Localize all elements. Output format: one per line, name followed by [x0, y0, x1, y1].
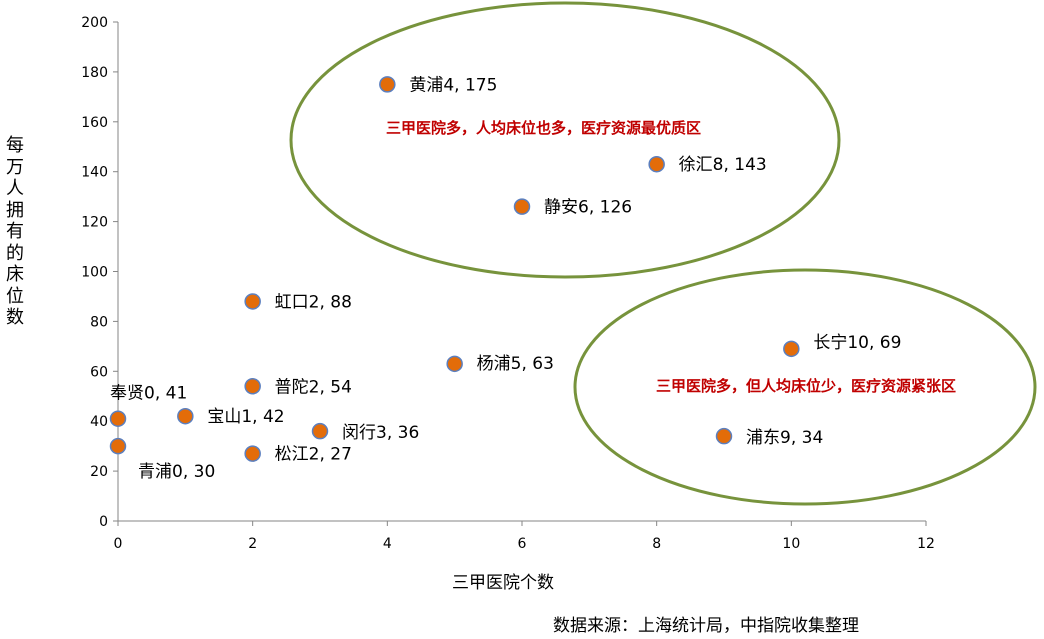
y-tick-label: 40 [90, 414, 108, 430]
y-axis-label: 每万人拥有的床位数 [6, 135, 24, 328]
data-point [244, 378, 261, 395]
data-point-label: 静安6, 126 [544, 198, 632, 218]
data-point-label: 奉贤0, 41 [110, 384, 187, 404]
data-point [513, 198, 531, 215]
zone-ellipse-optimal [289, 1, 841, 279]
data-point [648, 155, 665, 173]
y-tick-label: 80 [90, 314, 108, 330]
x-axis-label: 三甲医院个数 [452, 573, 554, 593]
data-point [446, 355, 463, 373]
x-tick-label: 6 [518, 536, 527, 552]
axes-layer: 0 20 40 60 80 100 120 140 160 180 200 0 2 4 6 8 10 12 [81, 15, 935, 552]
data-point [244, 293, 261, 310]
data-point [715, 427, 733, 445]
x-tick-label: 10 [782, 536, 800, 552]
data-point [244, 445, 261, 462]
y-tick-label: 200 [81, 15, 108, 31]
data-point-label: 徐汇8, 143 [679, 155, 767, 175]
data-point-label: 虹口2, 88 [275, 292, 352, 312]
data-point-label: 普陀2, 54 [275, 377, 352, 397]
y-tick-label: 20 [90, 464, 108, 480]
data-point-label: 松江2, 27 [275, 445, 352, 465]
data-point [109, 410, 127, 427]
x-tick-label: 8 [652, 536, 661, 552]
data-point-label: 长宁10, 69 [813, 333, 901, 353]
data-point [311, 422, 329, 440]
data-point [177, 407, 194, 425]
data-point-label: 宝山1, 42 [207, 407, 284, 427]
data-point-label: 杨浦5, 63 [477, 354, 554, 374]
ellipses-layer [289, 1, 1037, 506]
y-tick-label: 120 [81, 215, 108, 231]
data-point [783, 340, 800, 358]
data-source-note: 数据来源：上海统计局，中指院收集整理 [553, 616, 859, 636]
data-point [109, 437, 127, 455]
points-layer: 黄浦4, 175 徐汇8, 143 静安6, 126 虹口2, 88 长宁10, 69 杨… [109, 75, 901, 482]
data-point-label: 浦东9, 34 [746, 428, 823, 448]
x-tick-label: 4 [383, 536, 392, 552]
data-point [379, 76, 396, 93]
x-tick-label: 2 [248, 536, 257, 552]
y-tick-label: 0 [99, 514, 108, 530]
zone-ellipse-tight [573, 268, 1037, 506]
y-tick-label: 60 [90, 364, 108, 380]
data-point-label: 青浦0, 30 [138, 462, 215, 482]
y-tick-label: 180 [81, 65, 108, 81]
y-tick-label: 160 [81, 115, 108, 131]
y-tick-label: 100 [81, 265, 108, 281]
x-tick-label: 0 [114, 536, 123, 552]
data-point-label: 闵行3, 36 [342, 423, 419, 443]
x-tick-label: 12 [917, 536, 935, 552]
y-tick-label: 140 [81, 165, 108, 181]
annotation-optimal-zone: 三甲医院多，人均床位也多，医疗资源最优质区 [386, 119, 702, 137]
data-point-label: 黄浦4, 175 [409, 75, 497, 95]
annotation-tight-zone: 三甲医院多，但人均床位少，医疗资源紧张区 [656, 377, 957, 395]
